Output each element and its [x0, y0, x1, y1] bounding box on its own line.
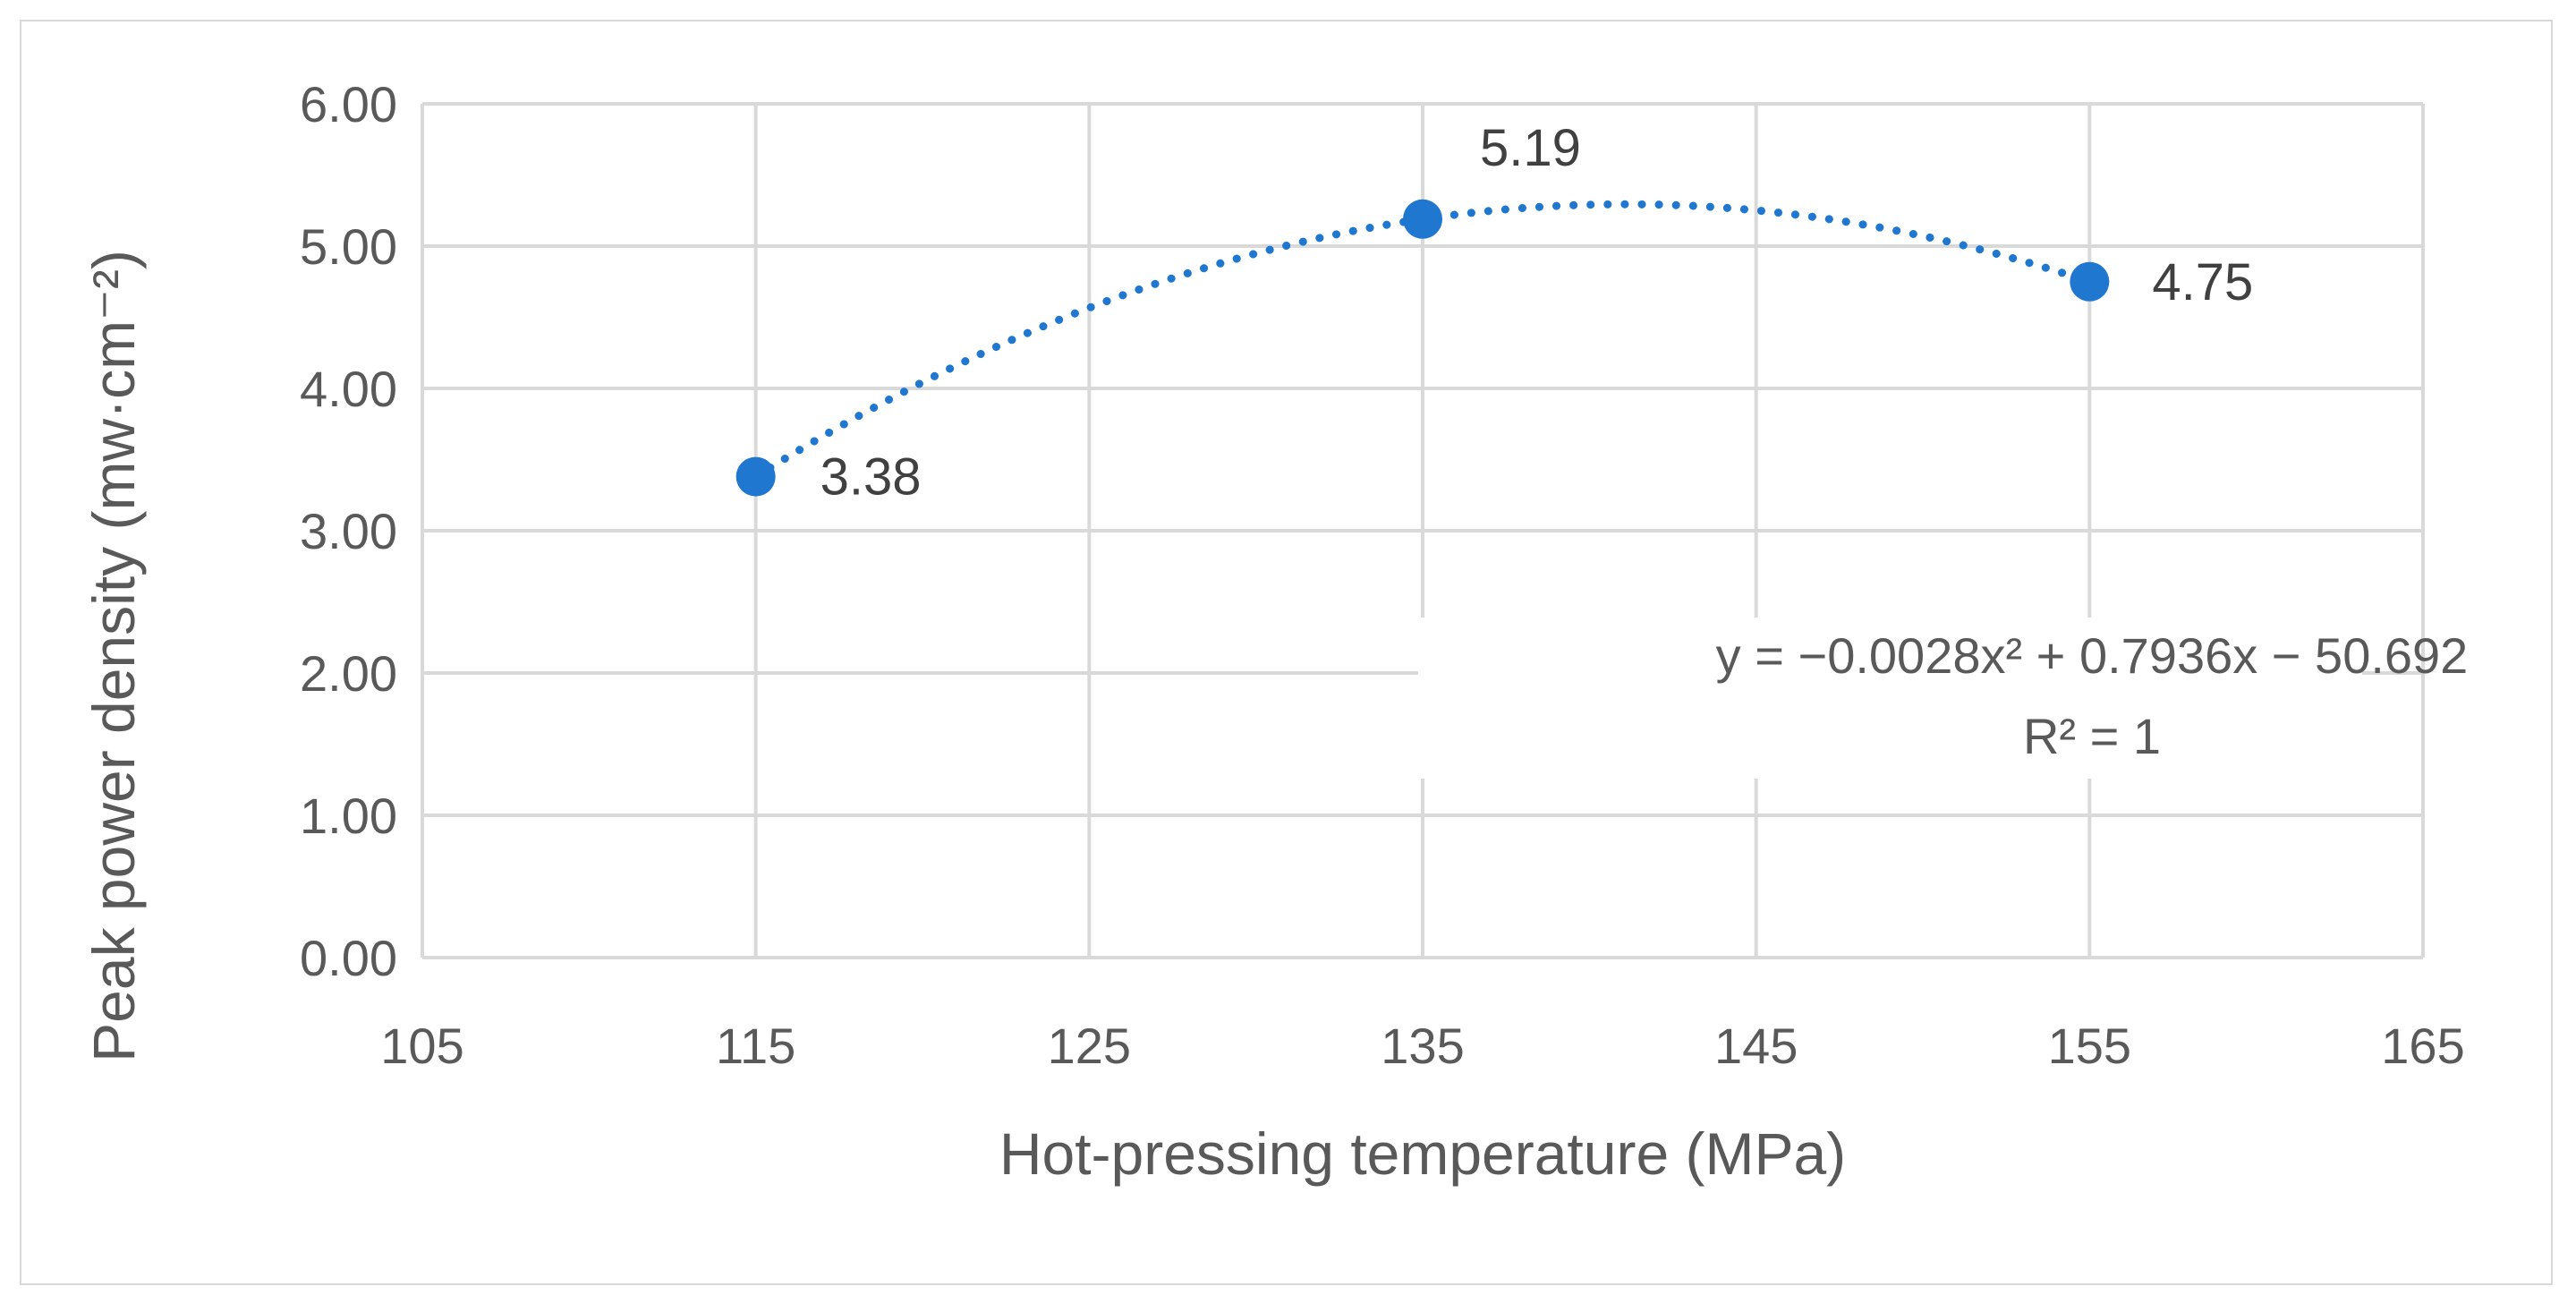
trendline-r-squared: R² = 1 — [2023, 708, 2161, 764]
x-tick-label: 115 — [716, 1018, 795, 1074]
x-tick-label: 135 — [1381, 1018, 1464, 1074]
tick-labels: 0.00 1.00 2.00 3.00 4.00 5.00 6.00 105 115 125 135… — [300, 76, 2465, 1074]
data-point — [735, 456, 776, 497]
data-label: 4.75 — [2152, 253, 2253, 311]
gridlines — [421, 102, 2425, 959]
y-axis-title: Peak power density (mw·cm⁻²) — [81, 250, 147, 1062]
data-label: 5.19 — [1480, 119, 1581, 177]
x-tick-label: 165 — [2381, 1018, 2464, 1074]
data-points: 3.38 5.19 4.75 — [735, 119, 2253, 507]
x-tick-label: 155 — [2048, 1018, 2131, 1074]
data-point — [1403, 199, 1442, 239]
y-tick-label: 5.00 — [300, 218, 397, 275]
y-tick-label: 0.00 — [300, 930, 397, 986]
y-tick-label: 6.00 — [300, 76, 397, 132]
data-point — [2070, 261, 2110, 302]
equation-background — [1418, 618, 2362, 779]
y-tick-label: 3.00 — [300, 503, 397, 559]
y-tick-label: 4.00 — [300, 361, 397, 417]
x-tick-label: 125 — [1048, 1018, 1131, 1074]
y-tick-label: 2.00 — [300, 645, 397, 702]
x-axis-title: Hot-pressing temperature (MPa) — [999, 1120, 1846, 1187]
x-tick-label: 105 — [380, 1018, 463, 1074]
x-tick-label: 145 — [1714, 1018, 1798, 1074]
trendline-equation: y = −0.0028x² + 0.7936x − 50.692 — [1716, 627, 2469, 684]
data-label: 3.38 — [820, 448, 922, 507]
y-tick-label: 1.00 — [300, 788, 397, 844]
trendline-equation-box: y = −0.0028x² + 0.7936x − 50.692 R² = 1 — [1418, 618, 2468, 779]
